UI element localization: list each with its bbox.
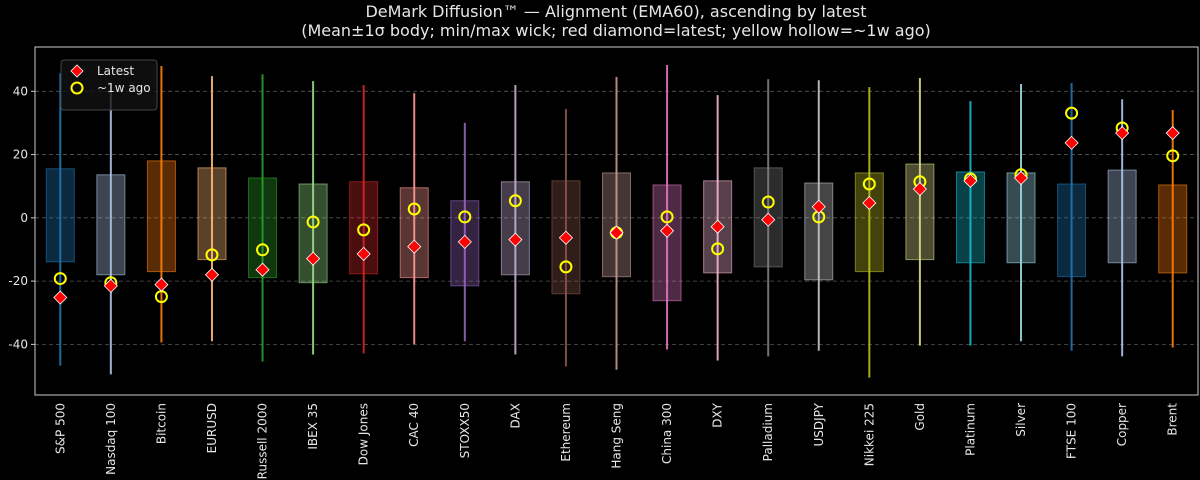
legend-swatch	[70, 81, 84, 95]
body	[298, 183, 328, 284]
latest-marker	[154, 277, 169, 292]
latest-marker	[963, 173, 978, 188]
latest-marker	[356, 246, 371, 261]
week-ago-marker	[205, 248, 219, 262]
x-tick-label: Hang Seng	[610, 403, 624, 469]
legend: Latest ~1w ago	[60, 59, 158, 111]
latest-marker	[103, 278, 118, 293]
week-ago-marker	[53, 272, 67, 286]
body	[399, 187, 429, 279]
latest-marker	[761, 212, 776, 227]
latest-marker	[457, 234, 472, 249]
y-tick-label: 40	[13, 84, 28, 98]
x-tick-label: Ethereum	[559, 403, 573, 462]
legend-swatch	[70, 64, 84, 78]
x-tick-label: Gold	[913, 403, 927, 431]
week-ago-marker	[458, 210, 472, 224]
body	[905, 163, 935, 261]
week-ago-marker	[761, 195, 775, 209]
x-tick-label: Brent	[1166, 403, 1180, 436]
latest-marker	[53, 290, 68, 305]
latest-marker	[912, 181, 927, 197]
body	[652, 184, 682, 302]
x-tick-label: IBEX 35	[306, 403, 320, 450]
x-tick-label: Copper	[1115, 403, 1129, 446]
x-tick-label: Nikkei 225	[862, 403, 876, 466]
week-ago-marker	[407, 202, 421, 216]
x-tick-label: Dow Jones	[357, 403, 371, 465]
body	[248, 177, 278, 279]
legend-label: Latest	[97, 64, 134, 78]
x-tick-label: Platinum	[963, 403, 977, 456]
latest-marker	[306, 251, 321, 266]
x-tick-label: Nasdaq 100	[104, 403, 118, 475]
week-ago-marker	[559, 260, 573, 274]
latest-marker	[862, 195, 877, 211]
latest-marker	[1013, 170, 1029, 186]
x-tick-label: Russell 2000	[256, 403, 270, 479]
week-ago-marker	[711, 242, 725, 256]
week-ago-marker	[508, 194, 522, 208]
latest-marker	[204, 267, 220, 282]
body	[45, 168, 75, 263]
week-ago-marker	[256, 243, 270, 257]
chart-subtitle: (Mean±1σ body; min/max wick; red diamond…	[301, 21, 931, 40]
week-ago-marker	[357, 223, 371, 237]
x-tick-label: USDJPY	[812, 402, 826, 446]
body	[854, 172, 884, 273]
latest-marker	[1064, 135, 1079, 150]
x-tick-label: STOXX50	[458, 403, 472, 458]
latest-marker	[659, 223, 675, 238]
latest-marker	[407, 239, 422, 254]
week-ago-marker	[862, 177, 876, 191]
body	[1057, 183, 1087, 278]
latest-marker	[1115, 125, 1130, 141]
latest-marker	[1165, 125, 1180, 141]
x-tick-label: FTSE 100	[1065, 403, 1079, 459]
latest-marker	[609, 225, 624, 240]
week-ago-marker	[1166, 149, 1180, 163]
x-tick-label: Palladium	[761, 403, 775, 461]
legend-label: ~1w ago	[97, 81, 151, 95]
x-tick-label: CAC 40	[407, 403, 421, 447]
body	[804, 182, 834, 281]
y-tick-label: -20	[8, 274, 28, 288]
x-tick-label: Silver	[1014, 403, 1028, 437]
body	[197, 167, 227, 261]
plot-frame	[34, 46, 1199, 396]
y-tick-label: -40	[8, 337, 28, 351]
latest-marker	[710, 219, 725, 234]
x-tick-label: DXY	[711, 402, 725, 427]
chart-title: DeMark Diffusion™ — Alignment (EMA60), a…	[365, 2, 866, 21]
week-ago-marker	[306, 215, 320, 229]
x-tick-label: S&P 500	[53, 403, 67, 454]
y-tick-label: 20	[13, 148, 28, 162]
legend-box	[60, 59, 158, 111]
latest-marker	[811, 199, 826, 214]
x-tick-label: China 300	[660, 403, 674, 464]
week-ago-marker	[1065, 106, 1079, 120]
x-tick-label: EURUSD	[205, 403, 219, 453]
body	[602, 172, 631, 278]
body	[1158, 184, 1188, 274]
body	[500, 181, 530, 276]
body	[96, 174, 126, 276]
body	[1107, 169, 1137, 264]
body	[146, 160, 176, 273]
latest-marker	[558, 230, 574, 245]
x-tick-label: DAX	[508, 403, 522, 428]
latest-marker	[255, 262, 270, 277]
x-tick-label: Bitcoin	[154, 403, 168, 444]
latest-marker	[508, 232, 523, 247]
body	[1006, 172, 1036, 264]
week-ago-marker	[660, 210, 674, 224]
y-tick-label: 0	[20, 211, 28, 225]
